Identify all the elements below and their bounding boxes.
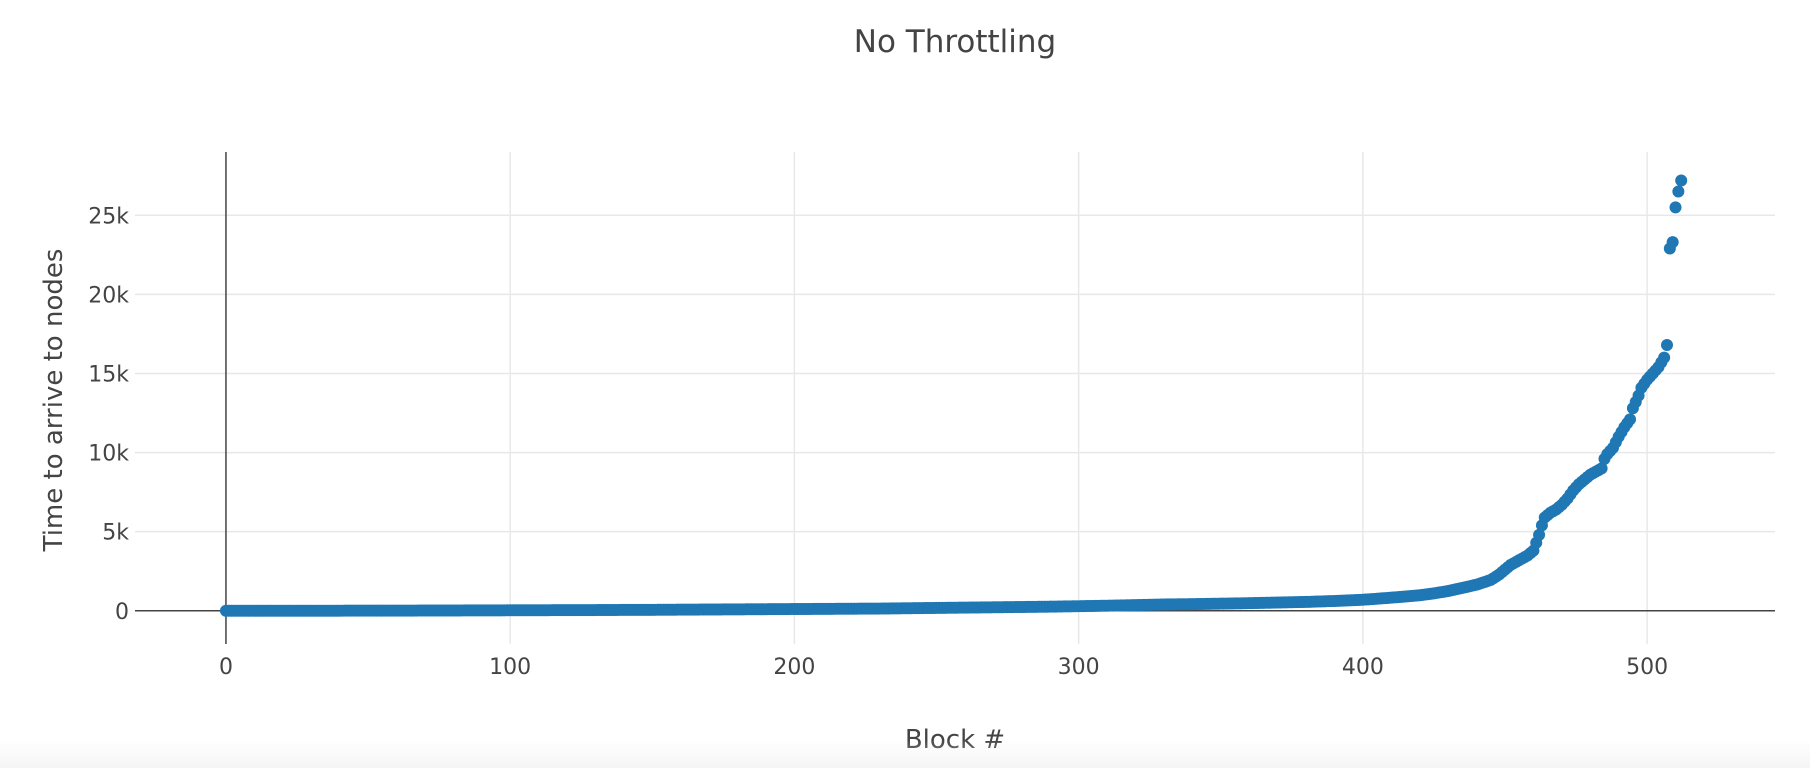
- chart-title: No Throttling: [854, 24, 1056, 60]
- x-tick-label: 500: [1626, 655, 1668, 680]
- y-axis-label: Time to arrive to nodes: [39, 249, 69, 553]
- x-axis-ticks: 0 100 200 300 400 500: [219, 655, 1668, 680]
- axis-zero-lines: [135, 152, 1775, 644]
- y-tick-label: 10k: [88, 442, 129, 467]
- data-point: [1624, 413, 1637, 426]
- y-tick-label: 15k: [88, 362, 129, 387]
- x-tick-label: 200: [773, 655, 815, 680]
- data-point: [1669, 201, 1682, 214]
- data-point: [1533, 528, 1546, 541]
- y-tick-label: 20k: [88, 283, 129, 308]
- data-point: [1660, 339, 1673, 352]
- y-tick-label: 25k: [88, 204, 129, 229]
- bottom-fade: [0, 740, 1810, 768]
- x-tick-label: 400: [1342, 655, 1384, 680]
- data-point: [1672, 185, 1685, 198]
- x-tick-label: 0: [219, 655, 233, 680]
- x-tick-label: 100: [489, 655, 531, 680]
- data-point: [1658, 351, 1671, 364]
- data-point: [1675, 174, 1688, 187]
- data-points: [219, 174, 1688, 617]
- x-tick-label: 300: [1058, 655, 1100, 680]
- y-axis-ticks: 0 5k 10k 15k 20k 25k: [88, 204, 129, 624]
- grid-lines: [135, 152, 1775, 644]
- data-point: [1595, 462, 1608, 475]
- y-tick-label: 5k: [102, 521, 129, 546]
- data-point: [1666, 236, 1679, 249]
- y-tick-label: 0: [115, 600, 129, 625]
